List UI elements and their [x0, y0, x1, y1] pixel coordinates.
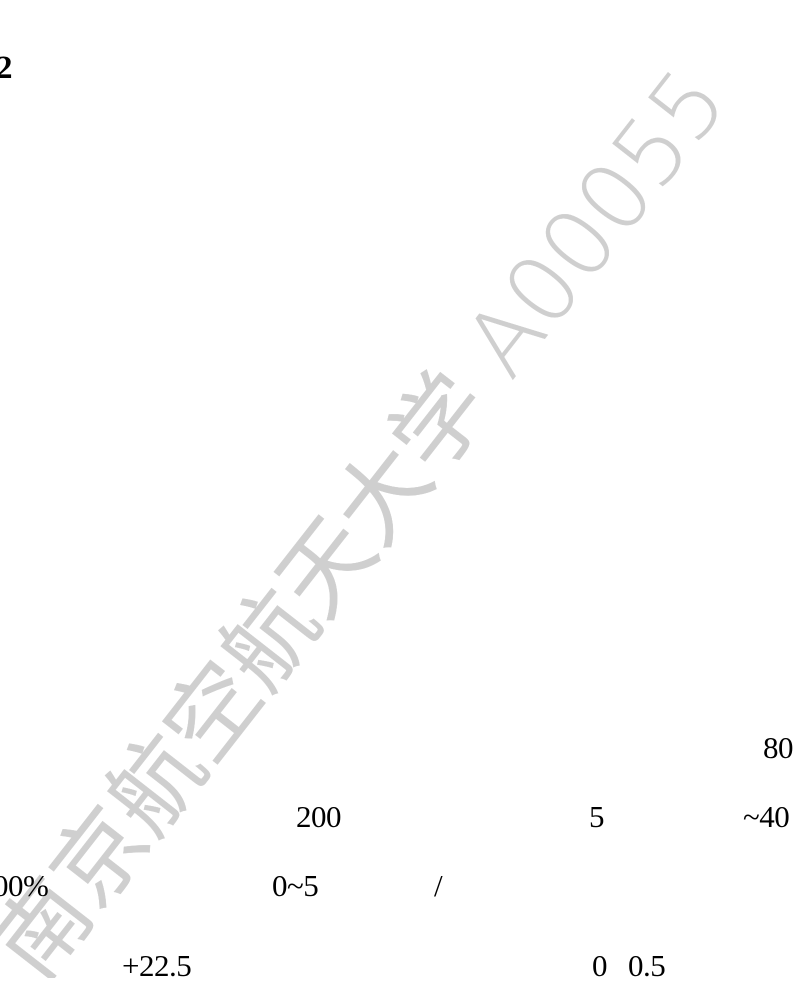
body-text-value: +22.5 — [122, 948, 192, 983]
section-number: 2 — [0, 50, 13, 86]
body-text-value: 0~5 — [272, 868, 319, 903]
body-text-value: 00% — [0, 868, 49, 903]
body-text-value: 80 — [763, 730, 794, 765]
body-text-value: ~40 — [743, 799, 790, 834]
body-text-value: 200 — [296, 799, 342, 834]
body-text-value: / — [434, 868, 443, 903]
body-text-value: 5 — [589, 799, 605, 834]
body-text-value: 0 — [592, 948, 608, 983]
watermark-text: 南京航空航天大学 A00055 — [0, 49, 747, 978]
body-text-value: 0.5 — [628, 948, 666, 983]
